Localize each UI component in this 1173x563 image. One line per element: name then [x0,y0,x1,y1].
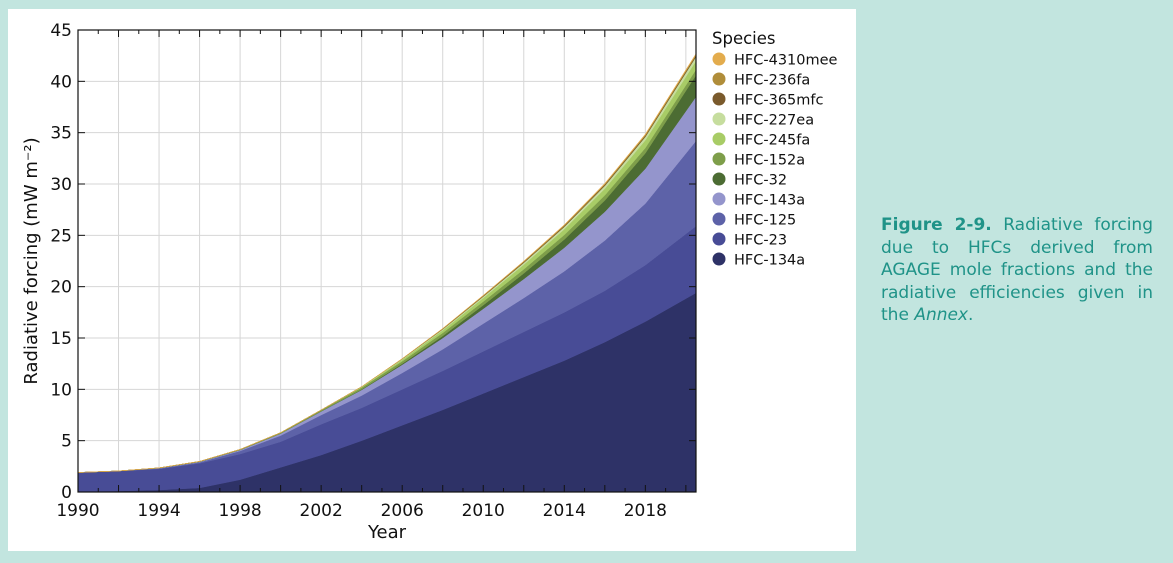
y-tick-label: 25 [50,226,72,246]
legend-swatch-hfc-4310mee [712,52,726,66]
y-tick-label: 45 [50,21,72,41]
x-tick-label: 2014 [543,501,586,521]
legend-label-hfc-365mfc: HFC-365mfc [734,93,824,109]
x-tick-label: 1998 [218,501,261,521]
y-tick-label: 35 [50,124,72,144]
x-tick-label: 1990 [56,501,99,521]
y-axis-label: Radiative forcing (mW m⁻²) [21,137,42,384]
caption-text: Radiative forcing due to HFCs derived fr… [881,215,1153,325]
y-tick-label: 5 [61,432,72,452]
legend-label-hfc-236fa: HFC-236fa [734,73,810,89]
legend-swatch-hfc-236fa [712,72,726,86]
y-tick-label: 15 [50,329,72,349]
legend-label-hfc-245fa: HFC-245fa [734,133,810,149]
x-tick-label: 2006 [381,501,424,521]
legend-label-hfc-227ea: HFC-227ea [734,113,814,129]
caption-emphasis: Annex [914,305,969,325]
legend-swatch-hfc-125 [712,212,726,226]
y-tick-label: 20 [50,278,72,298]
legend-label-hfc-143a: HFC-143a [734,193,805,209]
legend-label-hfc-134a: HFC-134a [734,253,805,269]
figure-caption: Figure 2-9. Radiative forcing due to HFC… [881,214,1153,327]
caption-label: Figure 2-9. [881,215,992,235]
caption-end: . [968,305,974,325]
legend-swatch-hfc-245fa [712,132,726,146]
y-tick-label: 10 [50,380,72,400]
legend-swatch-hfc-152a [712,152,726,166]
x-tick-label: 2002 [300,501,343,521]
x-axis-label: Year [367,522,407,543]
y-tick-label: 40 [50,72,72,92]
legend-label-hfc-125: HFC-125 [734,213,796,229]
legend-swatch-hfc-134a [712,252,726,266]
x-tick-label: 2018 [624,501,667,521]
legend-swatch-hfc-227ea [712,112,726,126]
plot-frame [77,29,697,493]
legend-label-hfc-23: HFC-23 [734,233,787,249]
x-tick-label: 2010 [462,501,505,521]
legend-label-hfc-152a: HFC-152a [734,153,805,169]
legend-label-hfc-32: HFC-32 [734,173,787,189]
x-tick-label: 1994 [137,501,180,521]
y-tick-label: 30 [50,175,72,195]
legend-label-hfc-4310mee: HFC-4310mee [734,53,838,69]
legend-swatch-hfc-143a [712,192,726,206]
legend-swatch-hfc-365mfc [712,92,726,106]
y-tick-label: 0 [61,483,72,503]
legend-swatch-hfc-32 [712,172,726,186]
legend-title: Species [712,29,776,48]
legend-swatch-hfc-23 [712,232,726,246]
